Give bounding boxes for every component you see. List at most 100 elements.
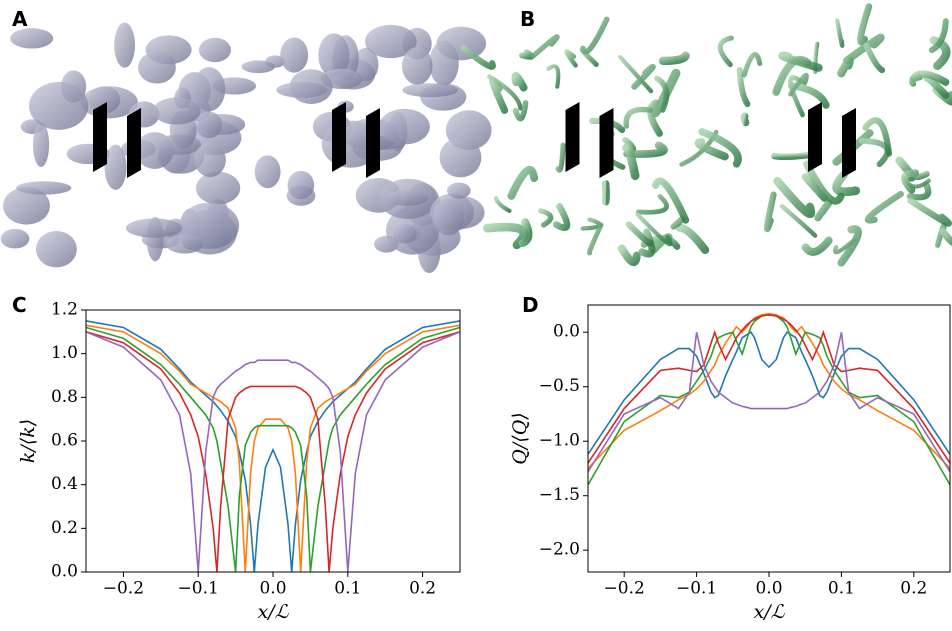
vortex-tube [617,244,641,267]
vortex-tube [834,18,845,48]
vortex-tube [864,190,904,224]
energy-blob [3,186,50,225]
energy-blob [29,82,89,130]
x-tick-label: −0.1 [178,579,219,599]
energy-blob [125,218,183,238]
plot-frame [587,304,951,573]
energy-blob [0,228,30,249]
vortex-tube [538,208,554,228]
energy-blob [318,33,350,78]
vortex-tube [901,169,920,194]
plate [842,108,856,178]
vortex-tube [909,70,950,86]
vortex-tube [635,212,673,247]
panel-label: B [520,7,535,31]
energy-blob [433,198,464,236]
panel-label: D [522,293,539,317]
energy-blob [439,137,482,178]
vortex-tube [740,112,750,127]
vortex-tube [717,35,734,68]
vortex-tube [628,141,668,158]
vortex-tube [586,222,604,256]
vortex-tube [658,51,690,65]
x-tick-label: 0.2 [409,579,436,599]
energy-blob [402,83,459,98]
y-axis-label: Q/⟨Q⟩ [509,412,531,464]
y-tick-label: −1.0 [539,431,580,451]
plate [127,108,141,178]
x-tick-label: 0.1 [828,579,855,599]
energy-blob [385,190,429,206]
y-tick-label: 0.6 [51,431,78,451]
energy-blob [401,47,433,85]
y-axis-label: k/⟨k⟩ [17,419,39,463]
vortex-tube [580,16,610,55]
plot-frame [85,309,461,573]
vortex-tube [460,45,496,70]
line-series [588,312,950,470]
vortex-tube [736,66,751,108]
vortex-tube [518,218,533,248]
energy-blob [166,234,204,254]
y-tick-label: 1.2 [51,300,78,320]
vortex-tube [649,68,681,118]
vortex-tube [788,75,805,118]
energy-blob [379,108,430,145]
vortex-tube [493,196,512,214]
vortex-tube [623,106,653,129]
vortex-tube [519,49,535,60]
vortex-tube [843,33,885,65]
plate [332,102,346,172]
vortex-tube [675,223,710,255]
vortex-tube [837,56,854,78]
vortex-tube [862,117,893,157]
energy-blob [152,97,201,125]
vortex-tube [837,225,862,267]
energy-blob [198,37,232,63]
vortex-tube [652,177,690,224]
vortex-tube [771,151,813,161]
x-tick-label: −0.2 [604,579,645,599]
vortex-tube [618,55,654,94]
vortex-tube [778,51,823,72]
energy-blob [353,47,379,82]
energy-blob [192,67,226,112]
plate [599,108,614,178]
line-series [588,314,950,486]
line-series [86,324,460,572]
x-axis-label: x/ℒ [258,601,290,623]
vortex-tube [631,63,656,90]
y-tick-label: 0.0 [553,322,580,342]
energy-blob [88,86,121,114]
vortex-tube [907,197,952,227]
vortex-tube [832,170,861,197]
vortex-tube [928,18,949,54]
vortex-tube [698,128,742,168]
vortex-tube [763,191,777,232]
vortex-tube [555,142,566,173]
y-tick-label: −0.5 [539,376,580,396]
vortex-tube [857,3,873,46]
line-series [86,326,460,572]
energy-blob [280,37,309,73]
vortex-tube [638,228,656,258]
vortex-tube [564,49,578,68]
energy-blob [393,223,417,244]
vortex-tube [858,137,891,168]
y-tick-label: 0.2 [51,518,78,538]
energy-blob [195,111,223,139]
plate [808,102,822,172]
energy-blob [241,60,276,74]
y-tick-label: −2.0 [539,540,580,560]
panel-label: A [12,7,28,31]
vortex-tube [801,236,833,256]
vortex-tube [511,72,528,92]
energy-blob [429,40,459,86]
vortex-tube [625,221,654,247]
vortex-tube [622,143,640,181]
vortex-tube [939,227,952,246]
x-tick-label: −0.2 [103,579,144,599]
x-axis-label: x/ℒ [754,601,786,623]
charts: −0.2 −0.1 0.0 0.1 0.2 0.0 0.2 0.4 0.6 0.8 1.0 1.2 x/… [17,300,951,623]
energy-blob [35,230,77,268]
